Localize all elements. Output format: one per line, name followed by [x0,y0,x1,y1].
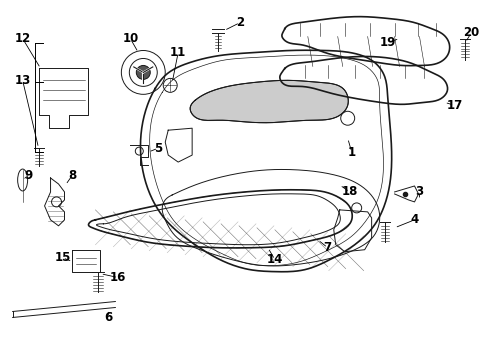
Text: 11: 11 [170,46,186,59]
Text: 10: 10 [122,32,139,45]
Circle shape [136,66,150,80]
Text: 20: 20 [463,26,480,39]
Text: 2: 2 [236,16,244,29]
Text: 19: 19 [379,36,396,49]
Text: 18: 18 [342,185,358,198]
Text: 5: 5 [154,141,162,155]
Text: 12: 12 [15,32,31,45]
Text: 3: 3 [416,185,423,198]
Polygon shape [190,80,348,123]
Text: 9: 9 [24,168,33,181]
Text: 15: 15 [54,251,71,264]
Text: 13: 13 [15,74,31,87]
Text: 17: 17 [446,99,463,112]
Text: 1: 1 [347,145,356,159]
Text: 6: 6 [104,311,113,324]
Text: 14: 14 [267,253,283,266]
Text: 8: 8 [69,168,76,181]
Text: 16: 16 [110,271,126,284]
Text: 7: 7 [324,241,332,254]
Text: 4: 4 [411,213,418,226]
